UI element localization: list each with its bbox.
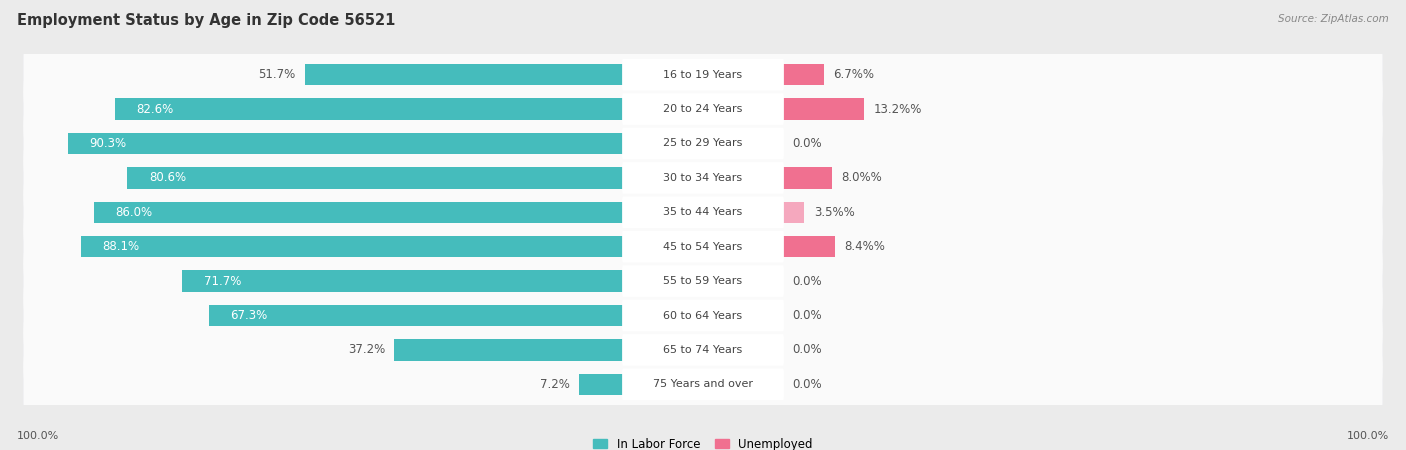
Text: 67.3%: 67.3% xyxy=(231,309,267,322)
Text: 60 to 64 Years: 60 to 64 Years xyxy=(664,310,742,320)
FancyBboxPatch shape xyxy=(621,334,785,366)
Bar xyxy=(783,236,835,257)
Text: 0.0%: 0.0% xyxy=(792,137,823,150)
FancyBboxPatch shape xyxy=(24,351,1382,418)
Text: 20 to 24 Years: 20 to 24 Years xyxy=(664,104,742,114)
Text: 65 to 74 Years: 65 to 74 Years xyxy=(664,345,742,355)
FancyBboxPatch shape xyxy=(24,281,1382,350)
Bar xyxy=(181,270,623,292)
FancyBboxPatch shape xyxy=(621,369,785,400)
Text: 0.0%: 0.0% xyxy=(792,378,823,391)
Text: 86.0%: 86.0% xyxy=(115,206,153,219)
Text: Employment Status by Age in Zip Code 56521: Employment Status by Age in Zip Code 565… xyxy=(17,14,395,28)
Text: 35 to 44 Years: 35 to 44 Years xyxy=(664,207,742,217)
FancyBboxPatch shape xyxy=(24,316,1382,383)
Text: 13.2%%: 13.2%% xyxy=(873,103,922,116)
FancyBboxPatch shape xyxy=(24,110,1382,177)
FancyBboxPatch shape xyxy=(621,300,785,331)
Text: 100.0%: 100.0% xyxy=(17,431,59,441)
Text: 51.7%: 51.7% xyxy=(259,68,295,81)
Text: 8.0%%: 8.0%% xyxy=(841,171,882,184)
FancyBboxPatch shape xyxy=(24,178,1382,246)
Text: 0.0%: 0.0% xyxy=(792,309,823,322)
Bar xyxy=(94,202,623,223)
Bar xyxy=(783,202,804,223)
FancyBboxPatch shape xyxy=(24,179,1382,246)
Text: 7.2%: 7.2% xyxy=(540,378,569,391)
Bar xyxy=(67,133,623,154)
Text: 30 to 34 Years: 30 to 34 Years xyxy=(664,173,742,183)
Legend: In Labor Force, Unemployed: In Labor Force, Unemployed xyxy=(589,433,817,450)
Text: 37.2%: 37.2% xyxy=(347,343,385,356)
Text: 8.4%%: 8.4%% xyxy=(844,240,884,253)
Text: 82.6%: 82.6% xyxy=(136,103,174,116)
FancyBboxPatch shape xyxy=(24,213,1382,280)
Text: 25 to 29 Years: 25 to 29 Years xyxy=(664,139,742,148)
FancyBboxPatch shape xyxy=(24,282,1382,349)
FancyBboxPatch shape xyxy=(24,248,1382,315)
Text: 80.6%: 80.6% xyxy=(149,171,186,184)
Text: 16 to 19 Years: 16 to 19 Years xyxy=(664,70,742,80)
Bar xyxy=(394,339,623,360)
Text: 3.5%%: 3.5%% xyxy=(814,206,855,219)
Text: 6.7%%: 6.7%% xyxy=(834,68,875,81)
FancyBboxPatch shape xyxy=(24,40,1382,109)
FancyBboxPatch shape xyxy=(621,197,785,228)
Bar xyxy=(209,305,623,326)
FancyBboxPatch shape xyxy=(24,75,1382,143)
FancyBboxPatch shape xyxy=(24,109,1382,178)
FancyBboxPatch shape xyxy=(621,266,785,297)
FancyBboxPatch shape xyxy=(621,128,785,159)
FancyBboxPatch shape xyxy=(24,41,1382,108)
Text: 0.0%: 0.0% xyxy=(792,274,823,288)
FancyBboxPatch shape xyxy=(24,213,1382,281)
Bar xyxy=(783,64,824,86)
Text: 75 Years and over: 75 Years and over xyxy=(652,379,754,389)
FancyBboxPatch shape xyxy=(24,144,1382,212)
Bar xyxy=(783,99,865,120)
Text: 45 to 54 Years: 45 to 54 Years xyxy=(664,242,742,252)
Bar xyxy=(82,236,623,257)
FancyBboxPatch shape xyxy=(621,162,785,194)
Text: Source: ZipAtlas.com: Source: ZipAtlas.com xyxy=(1278,14,1389,23)
FancyBboxPatch shape xyxy=(24,76,1382,143)
Text: 0.0%: 0.0% xyxy=(792,343,823,356)
FancyBboxPatch shape xyxy=(621,93,785,125)
Text: 55 to 59 Years: 55 to 59 Years xyxy=(664,276,742,286)
Bar xyxy=(579,374,623,395)
Bar xyxy=(305,64,623,86)
Text: 100.0%: 100.0% xyxy=(1347,431,1389,441)
Bar xyxy=(783,167,832,189)
Text: 90.3%: 90.3% xyxy=(89,137,127,150)
FancyBboxPatch shape xyxy=(24,350,1382,418)
Text: 71.7%: 71.7% xyxy=(204,274,240,288)
FancyBboxPatch shape xyxy=(621,59,785,90)
FancyBboxPatch shape xyxy=(24,144,1382,211)
FancyBboxPatch shape xyxy=(24,247,1382,315)
Bar xyxy=(115,99,623,120)
Text: 88.1%: 88.1% xyxy=(103,240,139,253)
FancyBboxPatch shape xyxy=(24,316,1382,384)
FancyBboxPatch shape xyxy=(621,231,785,262)
Bar xyxy=(128,167,623,189)
